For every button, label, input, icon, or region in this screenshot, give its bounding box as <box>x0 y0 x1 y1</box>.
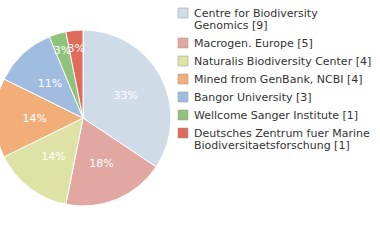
data-label: 3% <box>67 42 84 55</box>
legend-label: Naturalis Biodiversity Center [4] <box>194 55 371 68</box>
legend-line: Biodiversitaetsforschung [1] <box>194 139 350 152</box>
data-label: 14% <box>22 112 46 125</box>
legend-line: Naturalis Biodiversity Center [4] <box>194 55 371 68</box>
legend-label: Mined from GenBank, NCBI [4] <box>194 73 363 86</box>
legend-swatch <box>178 128 188 138</box>
legend-swatch <box>178 110 188 120</box>
legend-label: Macrogen. Europe [5] <box>194 37 313 50</box>
legend-label: Deutsches Zentrum fuer MarineBiodiversit… <box>194 127 370 152</box>
data-label: 11% <box>38 77 62 90</box>
data-label: 14% <box>41 150 65 163</box>
legend-line: Mined from GenBank, NCBI [4] <box>194 73 363 86</box>
legend-label: Wellcome Sanger Institute [1] <box>194 109 358 122</box>
chart: 33%18%14%14%11%3%3%Centre for Biodiversi… <box>0 0 380 240</box>
data-label: 33% <box>113 89 137 102</box>
legend-swatch <box>178 8 188 18</box>
pie: 33%18%14%14%11%3%3% <box>0 30 171 206</box>
data-label: 18% <box>89 157 113 170</box>
legend-label: Centre for BiodiversityGenomics [9] <box>194 7 318 32</box>
legend-swatch <box>178 92 188 102</box>
legend-label: Bangor University [3] <box>194 91 312 104</box>
legend-swatch <box>178 74 188 84</box>
legend: Centre for BiodiversityGenomics [9] Macro… <box>178 7 371 152</box>
legend-swatch <box>178 56 188 66</box>
legend-line: Genomics [9] <box>194 19 268 32</box>
legend-line: Bangor University [3] <box>194 91 312 104</box>
legend-line: Macrogen. Europe [5] <box>194 37 313 50</box>
legend-line: Wellcome Sanger Institute [1] <box>194 109 358 122</box>
legend-swatch <box>178 38 188 48</box>
